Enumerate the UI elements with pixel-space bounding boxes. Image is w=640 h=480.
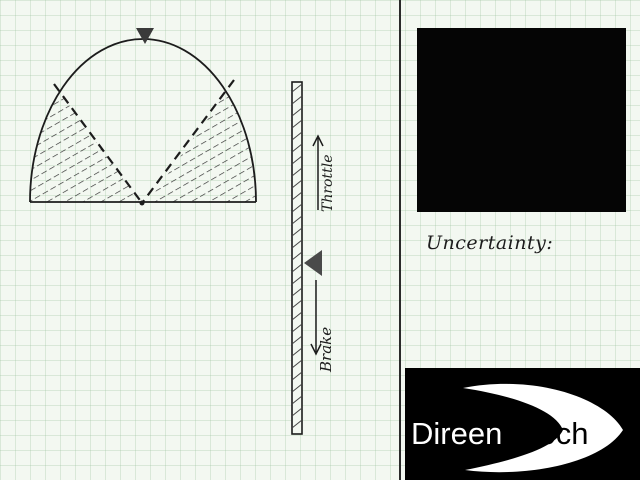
direentech-logo: Direen Tech [405, 368, 640, 480]
slider-hatching [291, 83, 303, 429]
throttle-label: Throttle [320, 155, 336, 213]
vertex-point [139, 200, 145, 206]
brake-label: Brake [317, 327, 335, 373]
slider-pointer-triangle [304, 250, 322, 276]
logo-swoosh-icon: Direen Tech [411, 383, 623, 473]
top-indicator-triangle [136, 28, 154, 44]
uncertainty-label: Uncertainty: [426, 232, 554, 254]
throttle-arrowhead [312, 134, 324, 147]
black-display-panel [417, 28, 626, 212]
dashed-boundary-left [53, 83, 143, 204]
hatched-zones [30, 70, 256, 202]
page-divider [399, 0, 401, 480]
dashed-boundary-right [141, 79, 235, 204]
logo-word-tech: Tech [523, 416, 588, 451]
brake-arrowhead [310, 343, 322, 356]
pedal-slider-bar [291, 81, 303, 435]
logo-word-direen: Direen [411, 416, 502, 451]
